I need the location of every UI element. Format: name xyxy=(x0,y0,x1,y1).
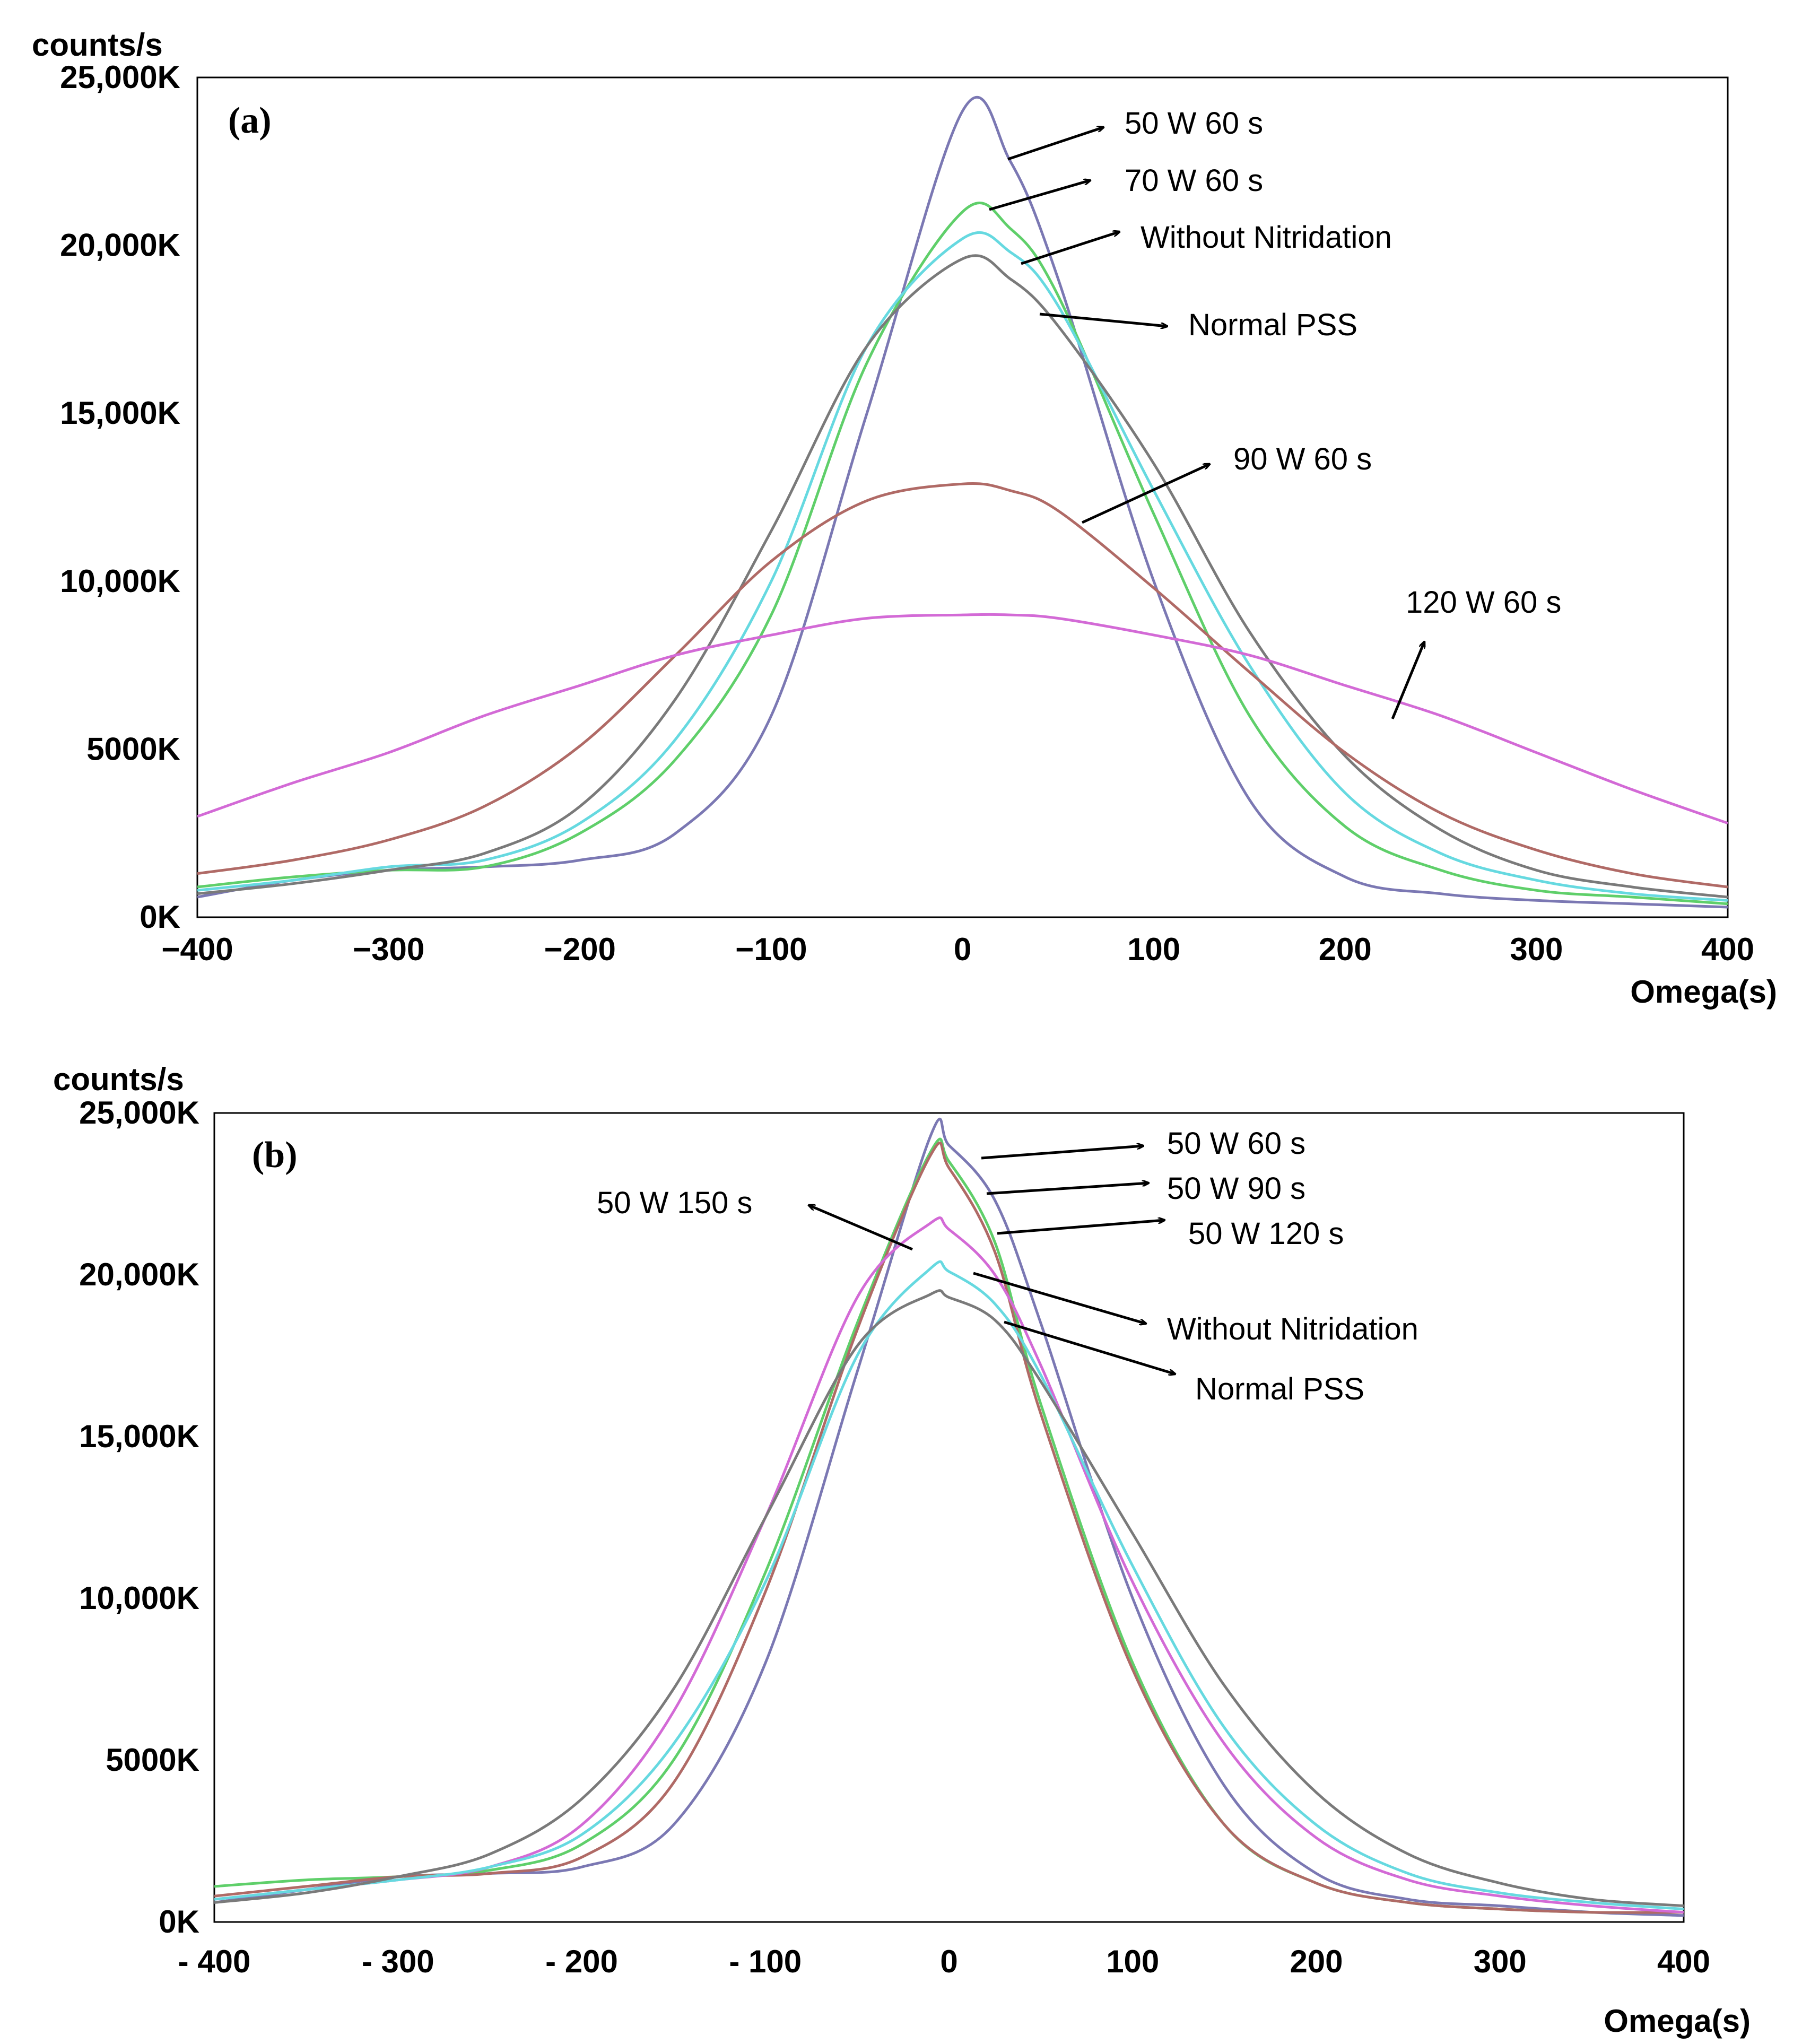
annotation-label: Without Nitridation xyxy=(1141,220,1392,255)
y-tick-label: 5000K xyxy=(106,1742,199,1778)
y-tick-label: 5000K xyxy=(86,731,180,767)
series-line-1 xyxy=(214,1137,1684,1914)
panel-label: (a) xyxy=(228,100,272,141)
x-tick-label: 0 xyxy=(954,932,971,967)
x-tick-label: - 100 xyxy=(729,1944,802,1979)
y-tick-label: 25,000K xyxy=(79,1095,199,1130)
x-axis-title: Omega(s) xyxy=(1630,974,1777,1010)
annotation-arrow xyxy=(1021,232,1119,265)
y-tick-label: 15,000K xyxy=(60,395,180,431)
x-tick-label: −100 xyxy=(735,932,807,967)
y-tick-label: 0K xyxy=(159,1904,199,1939)
x-axis-title: Omega(s) xyxy=(1604,2003,1751,2039)
plot-frame xyxy=(213,1112,1685,1923)
annotations: 50 W 60 s 70 W 60 s Without Nitridation … xyxy=(989,106,1561,719)
x-tick-label: 300 xyxy=(1510,932,1563,967)
x-tick-label: 200 xyxy=(1290,1944,1343,1979)
x-tick-label: - 300 xyxy=(362,1944,434,1979)
annotation-arrow xyxy=(1391,642,1424,719)
x-tick-label: −200 xyxy=(544,932,616,967)
x-tick-label: 400 xyxy=(1657,1944,1710,1979)
annotation-label: Without Nitridation xyxy=(1167,1312,1418,1346)
series-line-5 xyxy=(197,613,1728,825)
plot-frame xyxy=(196,76,1729,918)
series-line-3 xyxy=(214,1216,1684,1914)
x-tick-label: 100 xyxy=(1127,932,1180,967)
annotation-arrow xyxy=(809,1205,913,1251)
y-axis-title: counts/s xyxy=(32,27,163,63)
series-line-2 xyxy=(197,231,1728,902)
y-tick-label: 15,000K xyxy=(79,1419,199,1454)
annotation-label: 120 W 60 s xyxy=(1406,585,1561,620)
x-tick-label: - 200 xyxy=(545,1944,618,1979)
y-tick-label: 20,000K xyxy=(60,228,180,263)
annotation-arrow xyxy=(989,180,1090,211)
annotation-label: 70 W 60 s xyxy=(1125,163,1263,198)
y-tick-label: 10,000K xyxy=(79,1580,199,1616)
annotation-label: 50 W 90 s xyxy=(1167,1171,1305,1206)
chart-panel-b: counts/s 0K 5000K 10,000K 15,000K 20,000K 25,… xyxy=(53,1062,1751,2039)
annotation-label: Normal PSS xyxy=(1188,308,1357,342)
x-tick-label: 400 xyxy=(1701,932,1754,967)
annotation-label: 50 W 150 s xyxy=(597,1186,752,1220)
annotation-label: Normal PSS xyxy=(1195,1372,1364,1406)
annotation-label: 50 W 60 s xyxy=(1167,1126,1305,1161)
annotation-arrow xyxy=(986,1183,1148,1195)
x-tick-labels: - 400 - 300 - 200 - 100 0 100 200 300 400 xyxy=(178,1944,1710,1979)
y-tick-label: 20,000K xyxy=(79,1257,199,1292)
chart-panel-a: counts/s 0K 5000K 10,000K 15,000K 20,000K 25,… xyxy=(32,27,1777,1010)
x-tick-labels: −400 −300 −200 −100 0 100 200 300 400 xyxy=(161,932,1754,967)
series-line-2 xyxy=(214,1141,1684,1914)
series-line-0 xyxy=(214,1118,1684,1917)
x-tick-label: 200 xyxy=(1319,932,1372,967)
x-tick-label: −300 xyxy=(353,932,424,967)
series-line-3 xyxy=(197,254,1728,899)
y-tick-label: 10,000K xyxy=(60,563,180,599)
y-tick-labels: 0K 5000K 10,000K 15,000K 20,000K 25,000K xyxy=(79,1095,199,1939)
x-tick-label: 300 xyxy=(1474,1944,1527,1979)
series-line-1 xyxy=(197,202,1728,906)
annotation-arrow xyxy=(1004,1320,1175,1374)
series-line-4 xyxy=(214,1260,1684,1911)
panel-label: (b) xyxy=(252,1135,298,1176)
y-tick-label: 0K xyxy=(140,899,180,935)
annotation-label: 50 W 120 s xyxy=(1188,1216,1344,1251)
x-tick-label: 0 xyxy=(940,1944,957,1979)
annotation-label: 50 W 60 s xyxy=(1125,106,1263,141)
annotation-arrow xyxy=(1081,464,1209,524)
series-line-0 xyxy=(197,95,1728,909)
series-line-4 xyxy=(197,482,1728,889)
annotation-arrow xyxy=(973,1272,1146,1324)
series-group xyxy=(197,95,1728,909)
series-line-5 xyxy=(214,1289,1684,1907)
annotation-arrow xyxy=(1007,127,1103,161)
annotation-arrow xyxy=(997,1220,1164,1235)
x-tick-label: 100 xyxy=(1106,1944,1159,1979)
annotation-label: 90 W 60 s xyxy=(1233,442,1372,476)
series-group xyxy=(214,1118,1684,1917)
x-tick-label: −400 xyxy=(161,932,233,967)
annotation-arrow xyxy=(1039,312,1167,326)
y-tick-label: 25,000K xyxy=(60,59,180,95)
annotation-arrow xyxy=(981,1146,1143,1160)
y-axis-title: counts/s xyxy=(53,1062,184,1097)
x-tick-label: - 400 xyxy=(178,1944,251,1979)
y-tick-labels: 0K 5000K 10,000K 15,000K 20,000K 25,000K xyxy=(60,59,180,935)
annotations: 50 W 60 s 50 W 90 s 50 W 120 s 50 W 150 … xyxy=(597,1126,1418,1406)
